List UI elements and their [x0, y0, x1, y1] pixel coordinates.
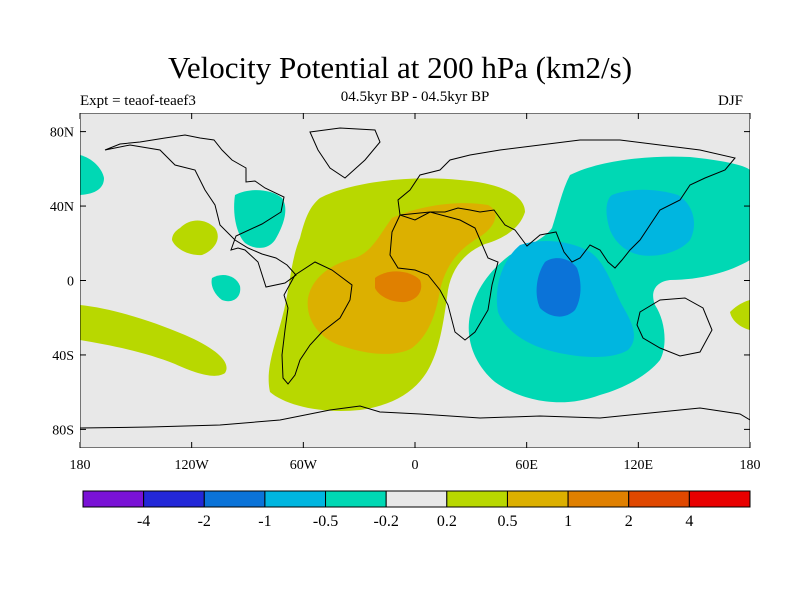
colorbar-label: 1: [564, 513, 572, 530]
contour-m0.5-asia: [606, 189, 694, 256]
contour-1-atlantic: [375, 271, 422, 303]
coast-australia: [636, 297, 713, 357]
colorbar-swatch: [264, 490, 327, 508]
colorbar: -4 -2 -1 -0.5 -0.2 0.2 0.5 1 2 4: [82, 490, 751, 530]
lat-tick-label: 40S: [52, 349, 74, 364]
latitude-axis: 80N 40N 0 40S 80S: [50, 126, 750, 438]
contour-m0.2-west-atlantic: [234, 190, 286, 248]
lat-tick-label: 80S: [52, 423, 74, 438]
experiment-label: Expt = teaof-teaef3: [80, 93, 196, 109]
season-label: DJF: [718, 93, 744, 109]
colorbar-swatch: [628, 490, 690, 508]
colorbar-label: -0.2: [374, 513, 399, 530]
colorbar-label: -1: [258, 513, 271, 530]
map-title: Velocity Potential at 200 hPa (km2/s): [167, 50, 633, 85]
colorbar-label: 2: [625, 513, 633, 530]
lon-tick-label: 180: [740, 458, 761, 473]
map-subtitle: 04.5kyr BP - 04.5kyr BP: [340, 89, 490, 105]
lat-tick-label: 80N: [50, 126, 74, 141]
lon-tick-label: 60E: [515, 458, 538, 473]
colorbar-swatch: [385, 490, 448, 508]
lon-tick-label: 120W: [175, 458, 210, 473]
longitude-axis: 180 120W 60W 0 60E 120E 180: [70, 113, 761, 473]
contour-m1-indian: [536, 258, 581, 317]
colorbar-label: 0.5: [497, 513, 517, 530]
lon-tick-label: 60W: [290, 458, 318, 473]
contour-m0.2-nw-edge: [80, 155, 104, 195]
colorbar-label: -2: [198, 513, 211, 530]
coast-north-america: [104, 134, 297, 288]
contour-0.2-pacific: [80, 305, 227, 376]
map-panel: [80, 113, 750, 448]
colorbar-swatch: [567, 490, 630, 508]
coast-south-america: [281, 261, 353, 385]
colorbar-swatch: [82, 490, 145, 508]
lon-tick-label: 0: [412, 458, 419, 473]
colorbar-swatch: [688, 490, 751, 508]
coast-africa: [389, 211, 499, 341]
contour-0.2-north-america: [172, 220, 218, 256]
contour-m0.2-mid-pacific: [211, 274, 241, 302]
colorbar-label: -0.5: [313, 513, 338, 530]
colorbar-swatch: [203, 490, 266, 508]
colorbar-label: 0.2: [437, 513, 457, 530]
colorbar-swatch: [143, 490, 205, 508]
colorbar-label: 4: [685, 513, 693, 530]
colorbar-swatch: [325, 490, 387, 508]
lon-tick-label: 120E: [624, 458, 654, 473]
lat-tick-label: 40N: [50, 200, 74, 215]
colorbar-label: -4: [137, 513, 150, 530]
colorbar-swatch: [506, 490, 569, 508]
contour-0.2-east-edge: [730, 300, 750, 330]
coast-europe-asia: [397, 139, 736, 269]
coast-antarctica: [80, 405, 750, 429]
coastlines: [80, 127, 750, 429]
lat-tick-label: 0: [67, 275, 74, 290]
coast-greenland: [309, 127, 381, 179]
lon-tick-label: 180: [70, 458, 91, 473]
colorbar-swatch: [446, 490, 508, 508]
